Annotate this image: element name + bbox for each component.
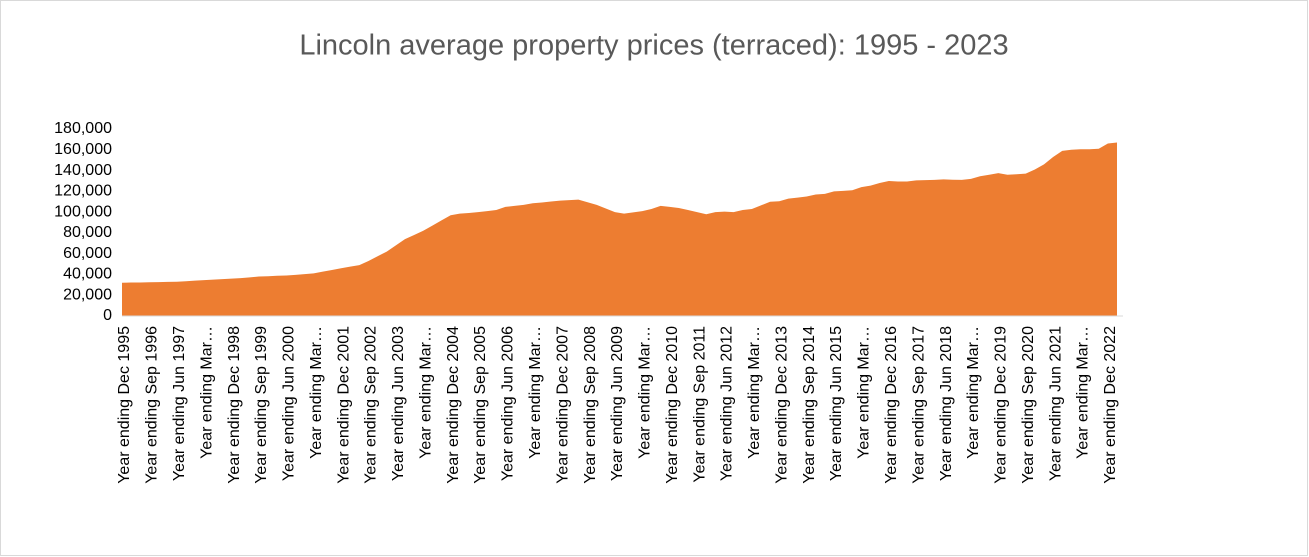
x-tick-label: Year ending Sep 2017 <box>910 326 927 484</box>
x-tick-label: Year ending Mar… <box>856 326 873 459</box>
x-tick-label: Year ending Mar… <box>637 326 654 459</box>
x-tick-label: Year ending Sep 1999 <box>253 326 270 484</box>
area <box>122 142 1117 316</box>
x-tick-label: Year ending Sep 2002 <box>363 326 380 484</box>
x-tick-label: Year ending Dec 2001 <box>335 326 352 484</box>
x-tick-label: Year ending Jun 2018 <box>938 326 955 481</box>
x-tick-label: Year ending Jun 2006 <box>500 326 517 481</box>
x-tick-label: Year ending Jun 2012 <box>719 326 736 481</box>
y-tick-label: 0 <box>103 307 112 324</box>
chart-title: Lincoln average property prices (terrace… <box>299 30 1008 62</box>
x-tick-label: Year ending Dec 2010 <box>664 326 681 484</box>
x-tick-label: Year ending Dec 2016 <box>883 326 900 484</box>
x-tick-label: Year ending Mar… <box>1075 326 1092 459</box>
x-tick-label: Year ending Sep 2014 <box>801 326 818 484</box>
x-tick-label: Year ending Jun 1997 <box>171 326 188 481</box>
x-tick-label: Year ending Mar… <box>198 326 215 459</box>
x-tick-label: Year ending Sep 2011 <box>691 326 708 483</box>
y-tick-label: 40,000 <box>63 266 112 283</box>
y-tick-label: 160,000 <box>54 141 112 158</box>
x-tick-label: Year ending Jun 2009 <box>609 326 626 481</box>
x-tick-label: Year ending Mar… <box>746 326 763 459</box>
x-tick-label: Year ending Dec 2004 <box>445 326 462 484</box>
x-tick-label: Year ending Dec 2007 <box>554 326 571 484</box>
x-tick-label: Year ending Mar… <box>417 326 434 459</box>
x-tick-label: Year ending Jun 2003 <box>390 326 407 481</box>
y-tick-label: 120,000 <box>54 183 112 200</box>
x-tick-label: Year ending Sep 2005 <box>472 326 489 484</box>
x-tick-label: Year ending Sep 1996 <box>144 326 161 484</box>
x-tick-label: Year ending Mar… <box>527 326 544 459</box>
y-tick-label: 140,000 <box>54 162 112 179</box>
y-tick-label: 100,000 <box>54 203 112 220</box>
x-tick-label: Year ending Dec 2019 <box>993 326 1010 484</box>
x-tick-label: Year ending Jun 2015 <box>828 326 845 481</box>
x-tick-label: Year ending Jun 2021 <box>1047 326 1064 481</box>
x-tick-label: Year ending Mar… <box>308 326 325 459</box>
x-tick-label: Year ending Jun 2000 <box>281 326 298 481</box>
x-tick-label: Year ending Sep 2008 <box>582 326 599 484</box>
x-tick-label: Year ending Sep 2020 <box>1020 326 1037 484</box>
y-tick-label: 180,000 <box>54 120 112 137</box>
x-tick-label: Year ending Dec 1995 <box>116 326 133 484</box>
x-tick-label: Year ending Dec 1998 <box>226 326 243 484</box>
y-tick-label: 60,000 <box>63 245 112 262</box>
y-tick-label: 20,000 <box>63 286 112 303</box>
x-tick-label: Year ending Dec 2022 <box>1102 326 1119 484</box>
y-tick-label: 80,000 <box>63 224 112 241</box>
x-tick-label: Year ending Mar… <box>965 326 982 459</box>
x-tick-label: Year ending Dec 2013 <box>773 326 790 484</box>
